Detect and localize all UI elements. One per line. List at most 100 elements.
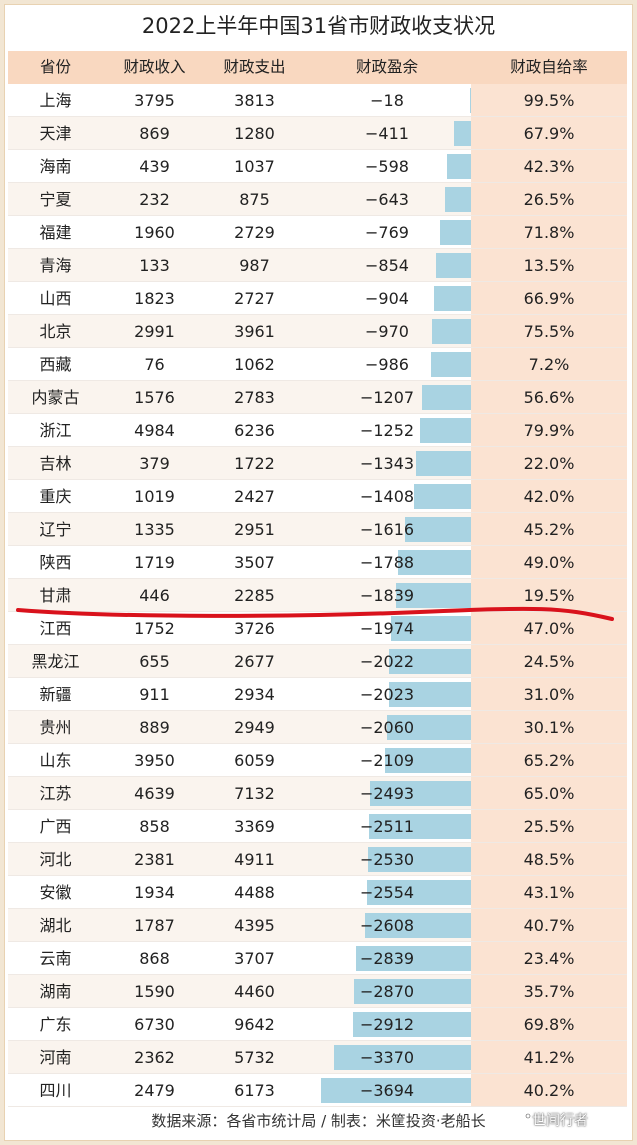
header-expenditure: 财政支出 [223, 58, 286, 76]
surplus-cell: −769 [365, 223, 409, 242]
surplus-cell: −411 [365, 124, 409, 143]
surplus-bar [434, 286, 471, 311]
province-cell: 贵州 [39, 718, 72, 737]
surplus-bar [388, 682, 471, 707]
ratio-cell-bg [471, 678, 627, 710]
revenue-cell: 1019 [134, 487, 175, 506]
ratio-cell: 23.4% [523, 949, 575, 968]
table-row: 广东 6730 9642 −2912 69.8% [8, 1008, 627, 1041]
ratio-cell: 67.9% [523, 124, 575, 143]
surplus-cell: −1839 [359, 586, 415, 605]
ratio-cell: 65.0% [523, 784, 575, 803]
ratio-cell: 13.5% [523, 256, 575, 275]
ratio-cell: 48.5% [523, 850, 575, 869]
ratio-cell-bg [471, 546, 627, 578]
surplus-cell: −1252 [359, 421, 415, 440]
ratio-cell-bg [471, 975, 627, 1007]
expenditure-cell: 2285 [234, 586, 275, 605]
ratio-cell: 99.5% [523, 91, 575, 110]
surplus-cell: −2870 [359, 982, 415, 1001]
ratio-cell: 30.1% [523, 718, 575, 737]
province-cell: 陕西 [39, 553, 72, 572]
ratio-cell-bg [471, 1041, 627, 1073]
ratio-cell: 49.0% [523, 553, 575, 572]
ratio-cell: 40.2% [523, 1081, 575, 1100]
expenditure-cell: 4460 [234, 982, 275, 1001]
province-cell: 山西 [39, 289, 72, 308]
ratio-cell-bg [471, 744, 627, 776]
surplus-bar [369, 814, 471, 839]
surplus-cell: −2839 [359, 949, 415, 968]
surplus-cell: −3370 [359, 1048, 415, 1067]
revenue-cell: 232 [139, 190, 170, 209]
revenue-cell: 2991 [134, 322, 175, 341]
surplus-cell: −904 [365, 289, 409, 308]
province-cell: 河北 [39, 850, 72, 869]
ratio-cell-bg [471, 579, 627, 611]
revenue-cell: 1576 [134, 388, 175, 407]
table-row: 安徽 1934 4488 −2554 43.1% [8, 876, 627, 909]
table-row: 山西 1823 2727 −904 66.9% [8, 282, 627, 315]
surplus-bar [368, 847, 471, 872]
ratio-cell-bg [471, 810, 627, 842]
revenue-cell: 869 [139, 124, 170, 143]
province-cell: 青海 [39, 256, 72, 275]
province-cell: 甘肃 [39, 586, 72, 605]
ratio-cell-bg [471, 513, 627, 545]
table-row: 贵州 889 2949 −2060 30.1% [8, 711, 627, 744]
province-cell: 广西 [39, 817, 72, 836]
table-row: 福建 1960 2729 −769 71.8% [8, 216, 627, 249]
ratio-cell: 24.5% [523, 652, 575, 671]
revenue-cell: 1934 [134, 883, 175, 902]
province-cell: 福建 [39, 223, 72, 242]
revenue-cell: 1590 [134, 982, 175, 1001]
surplus-cell: −2023 [359, 685, 415, 704]
surplus-bar [444, 187, 471, 212]
expenditure-cell: 2727 [234, 289, 275, 308]
footer: 数据来源：各省市统计局 / 制表：米筐投资·老船长 [0, 1103, 637, 1139]
surplus-bar [405, 517, 471, 542]
province-cell: 北京 [39, 322, 72, 341]
surplus-cell: −2493 [359, 784, 415, 803]
revenue-cell: 76 [144, 355, 165, 374]
surplus-cell: −2530 [359, 850, 415, 869]
surplus-bar [470, 88, 471, 113]
expenditure-cell: 3726 [234, 619, 275, 638]
table-row: 吉林 379 1722 −1343 22.0% [8, 447, 627, 480]
ratio-cell-bg [471, 645, 627, 677]
surplus-cell: −1974 [359, 619, 415, 638]
header-revenue: 财政收入 [123, 58, 186, 76]
province-cell: 吉林 [39, 454, 72, 473]
expenditure-cell: 5732 [234, 1048, 275, 1067]
province-cell: 四川 [39, 1081, 72, 1100]
ratio-cell: 43.1% [523, 883, 575, 902]
watermark: 世间行者 [532, 1113, 588, 1129]
ratio-cell: 75.5% [523, 322, 575, 341]
surplus-bar [416, 451, 471, 476]
ratio-cell-bg [471, 1008, 627, 1040]
ratio-cell-bg [471, 282, 627, 314]
ratio-cell-bg [471, 1074, 627, 1106]
ratio-cell-bg [471, 381, 627, 413]
revenue-cell: 1335 [134, 520, 175, 539]
surplus-bar [421, 385, 471, 410]
table-row: 甘肃 446 2285 −1839 19.5% [8, 579, 627, 612]
surplus-cell: −1408 [359, 487, 415, 506]
expenditure-cell: 2729 [234, 223, 275, 242]
province-cell: 海南 [39, 157, 72, 176]
province-cell: 辽宁 [39, 520, 72, 539]
surplus-bar [396, 583, 471, 608]
province-cell: 黑龙江 [31, 652, 80, 671]
expenditure-cell: 2677 [234, 652, 275, 671]
expenditure-cell: 7132 [234, 784, 275, 803]
expenditure-cell: 2427 [234, 487, 275, 506]
surplus-cell: −854 [365, 256, 409, 275]
revenue-cell: 1719 [134, 553, 175, 572]
revenue-cell: 1752 [134, 619, 175, 638]
revenue-cell: 868 [139, 949, 170, 968]
surplus-bar [388, 649, 471, 674]
ratio-cell: 40.7% [523, 916, 575, 935]
province-cell: 广东 [39, 1015, 72, 1034]
surplus-bar [355, 946, 471, 971]
table-row: 广西 858 3369 −2511 25.5% [8, 810, 627, 843]
